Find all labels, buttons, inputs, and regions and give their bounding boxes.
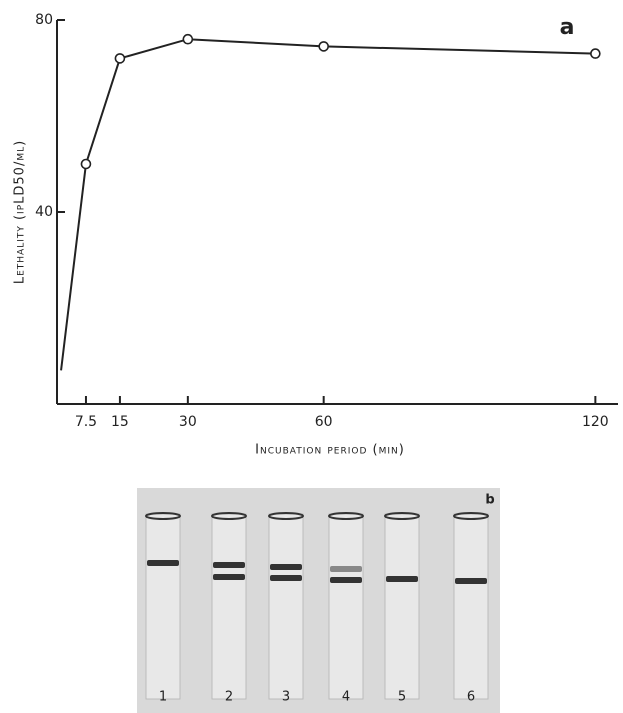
gel-band (213, 562, 245, 568)
gel-tube (453, 513, 489, 700)
data-point (318, 41, 329, 52)
data-point (114, 53, 126, 64)
x-tick-label: 15 (111, 414, 129, 430)
x-tick-label: 60 (315, 414, 333, 430)
gel-band (147, 560, 179, 566)
gel-band (455, 578, 487, 584)
lane-label: 6 (467, 690, 475, 705)
gel-photo: b 1 2 3 4 5 6 (137, 488, 500, 713)
gel-background (137, 488, 500, 713)
lane-label: 4 (342, 690, 350, 705)
gel-tube (211, 513, 247, 700)
panel-label: a (560, 15, 575, 40)
gel-tube (145, 513, 181, 700)
tube-top (145, 512, 181, 520)
gel-band (270, 564, 302, 570)
gel-panel-label: b (485, 493, 494, 508)
y-tick-label: 80 (35, 12, 53, 28)
tube-top (211, 512, 247, 520)
tube-top (384, 512, 420, 520)
tube-top (268, 512, 304, 520)
y-axis-label: Lethality (ipLD50/ml) (13, 140, 28, 284)
x-tick-label: 120 (582, 414, 609, 430)
x-tick-label: 7.5 (75, 414, 97, 430)
gel-band (330, 566, 362, 572)
gel-tube (384, 513, 420, 700)
gel-tube (328, 513, 364, 700)
tube-top (453, 512, 489, 520)
x-axis-label: Incubation period (min) (255, 443, 405, 458)
lane-label: 1 (159, 690, 167, 705)
y-tick-label: 40 (35, 204, 53, 220)
x-tick-label: 30 (179, 414, 197, 430)
data-point (590, 48, 601, 59)
data-point (80, 158, 92, 170)
gel-band (213, 574, 245, 580)
tube-top (328, 512, 364, 520)
data-line (60, 38, 596, 371)
gel-band (330, 577, 362, 583)
gel-band (270, 575, 302, 581)
lane-label: 5 (398, 690, 406, 705)
gel-tube (268, 513, 304, 700)
lane-label: 3 (282, 690, 290, 705)
data-point (182, 33, 194, 45)
lane-label: 2 (225, 690, 233, 705)
gel-band (386, 576, 418, 582)
